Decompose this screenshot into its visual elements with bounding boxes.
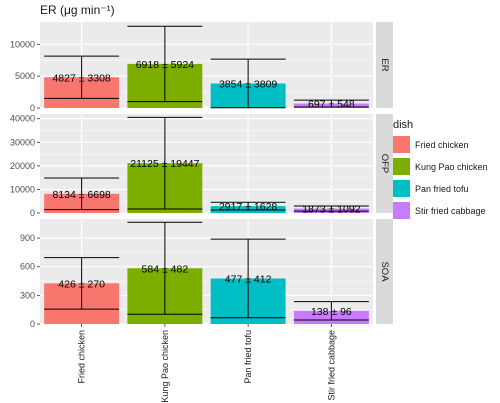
data-label: 21125 ± 19447: [130, 158, 199, 170]
x-tick-label: Pan fried tofu: [243, 330, 253, 384]
y-tick-label: 0: [30, 319, 35, 329]
data-label: 3854 ± 3809: [219, 78, 277, 90]
y-tick-label: 900: [20, 233, 35, 243]
legend-key: [393, 158, 410, 175]
data-label: 2917 ± 1628: [219, 201, 277, 213]
y-tick-label: 600: [20, 262, 35, 272]
facet-strip: [376, 114, 393, 213]
error-bar: [44, 257, 120, 310]
y-axis-title: ER (μg min⁻¹): [40, 3, 115, 17]
error-bar: [210, 201, 286, 211]
data-label: 584 ± 482: [142, 263, 189, 275]
y-tick-label: 0: [30, 103, 35, 113]
y-tick-label: 10000: [10, 184, 35, 194]
panel-er: 0 5000 10000 4827 ± 3308 6918 ± 5924 3854 ± 3…: [10, 22, 393, 113]
error-bar: [293, 301, 369, 321]
x-tick-label: Stir fried cabbage: [326, 330, 336, 401]
data-label: 4827 ± 3308: [52, 72, 110, 84]
error-bar: [44, 55, 120, 99]
legend-item-label: Kung Pao chicken: [415, 162, 488, 172]
data-label: 697 ± 548: [308, 99, 355, 111]
error-bar: [127, 25, 203, 103]
legend: dish Fried chicken Kung Pao chicken Pan fr…: [393, 119, 488, 219]
error-bar: [293, 205, 369, 212]
legend-item-label: Stir fried cabbage: [415, 206, 486, 216]
error-bar: [127, 116, 203, 210]
y-tick-label: 10000: [10, 39, 35, 49]
legend-key: [393, 202, 410, 219]
y-tick-label: 40000: [10, 114, 35, 124]
panels-group: 0 5000 10000 4827 ± 3308 6918 ± 5924 3854 ± 3…: [10, 22, 393, 329]
legend-title: dish: [393, 119, 413, 131]
x-axis-tick-labels: Fried chicken Kung Pao chicken Pan fried t…: [77, 324, 336, 403]
y-tick-label: 300: [20, 290, 35, 300]
panel-soa: 0 300 600 900 426 ± 270 584 ± 482 477 ± 412 138…: [20, 219, 393, 329]
facet-strip-label: OFP: [379, 154, 390, 174]
legend-key: [393, 136, 410, 153]
data-label: 426 ± 270: [58, 278, 105, 290]
legend-item-label: Fried chicken: [415, 140, 469, 150]
data-label: 1873 ± 1092: [302, 204, 360, 216]
facet-strip: [376, 22, 393, 108]
y-tick-label: 0: [30, 208, 35, 218]
error-bar: [210, 238, 286, 319]
data-label: 8134 ± 6698: [52, 189, 110, 201]
facet-strip-label: ER: [379, 58, 390, 71]
facet-strip: [376, 219, 393, 324]
error-bar: [127, 221, 203, 315]
data-label: 6918 ± 5924: [136, 59, 194, 71]
data-label: 477 ± 412: [225, 273, 272, 285]
error-bar: [293, 99, 369, 108]
legend-key: [393, 180, 410, 197]
y-tick-label: 5000: [15, 71, 35, 81]
y-tick-label: 20000: [10, 161, 35, 171]
x-tick-label: Kung Pao chicken: [160, 330, 170, 403]
data-label: 138 ± 96: [311, 306, 352, 318]
x-tick-label: Fried chicken: [77, 330, 87, 384]
error-bar: [210, 58, 286, 109]
error-bar: [44, 177, 120, 211]
legend-item-label: Pan fried tofu: [415, 184, 469, 194]
facet-strip-label: SOA: [379, 261, 390, 282]
y-tick-label: 30000: [10, 137, 35, 147]
panel-ofp: 0 10000 20000 30000 40000 8134 ± 6698 21125 ± …: [10, 114, 393, 218]
